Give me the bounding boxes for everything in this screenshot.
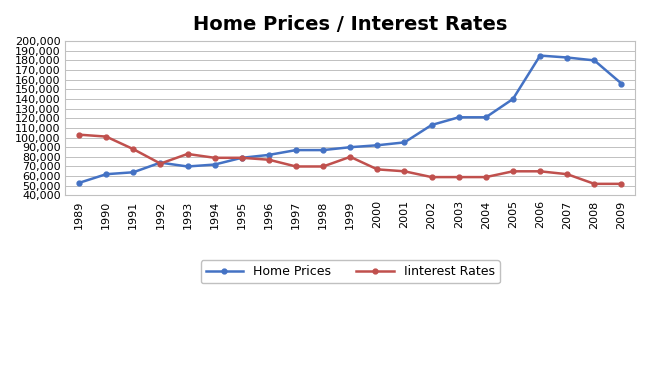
Iinterest Rates (75, 133, 83, 137)
Home Prices (157, 160, 164, 165)
Home Prices (75, 181, 83, 185)
Iinterest Rates (455, 175, 463, 180)
Home Prices (536, 53, 544, 58)
Home Prices (428, 123, 436, 127)
Iinterest Rates (509, 169, 517, 173)
Iinterest Rates (564, 172, 571, 176)
Home Prices (482, 115, 489, 120)
Iinterest Rates (211, 155, 218, 160)
Iinterest Rates (319, 164, 327, 169)
Home Prices (292, 148, 300, 152)
Home Prices (102, 172, 110, 176)
Legend: Home Prices, Iinterest Rates: Home Prices, Iinterest Rates (201, 260, 500, 283)
Home Prices (509, 97, 517, 101)
Iinterest Rates (428, 175, 436, 180)
Home Prices (238, 155, 246, 160)
Line: Home Prices: Home Prices (77, 53, 624, 185)
Iinterest Rates (346, 155, 354, 159)
Iinterest Rates (183, 152, 191, 156)
Iinterest Rates (238, 155, 246, 160)
Home Prices (590, 58, 598, 63)
Iinterest Rates (482, 175, 489, 180)
Home Prices (129, 170, 137, 175)
Home Prices (265, 153, 273, 157)
Home Prices (564, 55, 571, 60)
Iinterest Rates (292, 164, 300, 169)
Iinterest Rates (102, 134, 110, 139)
Home Prices (319, 148, 327, 152)
Iinterest Rates (265, 157, 273, 162)
Title: Home Prices / Interest Rates: Home Prices / Interest Rates (193, 15, 508, 34)
Home Prices (400, 140, 408, 145)
Iinterest Rates (618, 181, 625, 186)
Iinterest Rates (374, 167, 382, 172)
Iinterest Rates (536, 169, 544, 173)
Home Prices (346, 145, 354, 149)
Iinterest Rates (590, 181, 598, 186)
Home Prices (455, 115, 463, 120)
Iinterest Rates (157, 161, 164, 166)
Iinterest Rates (129, 147, 137, 151)
Line: Iinterest Rates: Iinterest Rates (77, 132, 624, 186)
Home Prices (211, 162, 218, 167)
Home Prices (618, 81, 625, 86)
Iinterest Rates (400, 169, 408, 173)
Home Prices (183, 164, 191, 169)
Home Prices (374, 143, 382, 147)
